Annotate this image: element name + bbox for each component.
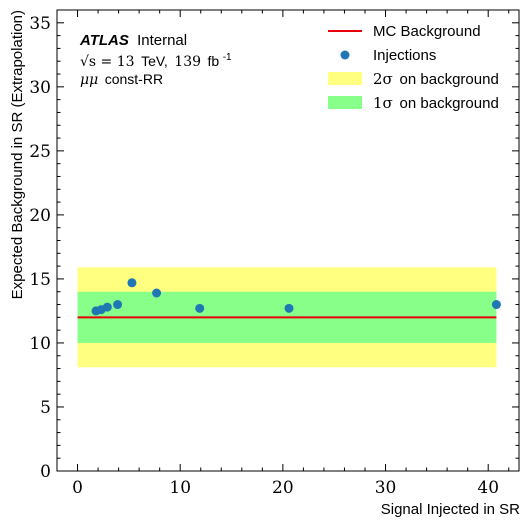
- y-tick-label: 10: [29, 334, 51, 354]
- lumi-unit: fb: [208, 53, 220, 69]
- lumi-exponent: -1: [223, 52, 232, 63]
- legend-label-background: MC Background: [373, 23, 481, 40]
- points-layer: [91, 278, 501, 316]
- x-tick-label: 10: [169, 478, 191, 498]
- channel-label: μμ: [80, 72, 98, 88]
- legend-label-injections: Injections: [373, 47, 436, 64]
- y-tick-label: 15: [29, 270, 51, 290]
- atlas-label: ATLAS: [79, 32, 129, 49]
- injection-point: [284, 303, 294, 313]
- injection-point: [152, 288, 162, 298]
- svg-text:ATLAS Internal: ATLAS Internal: [79, 32, 187, 49]
- lumi-value: 139: [174, 54, 201, 70]
- x-tick-label: 0: [72, 478, 83, 498]
- internal-label: Internal: [137, 32, 187, 49]
- x-tick-label: 30: [375, 478, 397, 498]
- injection-point: [491, 300, 501, 310]
- legend-label-1sigma: 1σ on background: [373, 94, 499, 112]
- legend: MC Background Injections 2σ on backgroun…: [328, 23, 499, 112]
- injection-point: [195, 303, 205, 313]
- svg-text:√s = 13 TeV, 139: √s = 13 TeV, 139 fb -1: [80, 52, 232, 70]
- injection-point: [102, 302, 112, 312]
- sqrt-s-label: √s = 13: [80, 54, 135, 70]
- y-tick-label: 20: [29, 206, 51, 226]
- svg-text:μμ const-RR: μμ const-RR: [80, 71, 163, 88]
- legend-swatch-2sigma: [328, 72, 362, 85]
- x-tick-label: 20: [272, 478, 294, 498]
- legend-swatch-1sigma: [328, 96, 362, 109]
- y-tick-label: 35: [29, 14, 51, 34]
- tev-label: TeV,: [141, 53, 168, 69]
- legend-swatch-injections: [340, 50, 350, 60]
- y-tick-label: 30: [29, 78, 51, 98]
- y-tick-label: 0: [40, 462, 51, 482]
- injection-point: [127, 278, 137, 288]
- x-tick-label: 40: [477, 478, 499, 498]
- legend-label-2sigma: 2σ on background: [373, 70, 499, 88]
- y-tick-label: 25: [29, 142, 51, 162]
- selection-label: const-RR: [105, 71, 163, 87]
- atlas-annotation: ATLAS Internal √s = 13 TeV, 139 fb -1 μμ…: [79, 32, 232, 88]
- injection-point: [113, 300, 123, 310]
- x-axis-label: Signal Injected in SR: [381, 501, 520, 518]
- ticks-layer: 0 10 20 30 40 0 5 10 15 20 25 30 35: [29, 9, 519, 498]
- y-tick-label: 5: [40, 398, 51, 418]
- y-axis-label: Expected Background in SR (Extrapolation…: [9, 10, 26, 299]
